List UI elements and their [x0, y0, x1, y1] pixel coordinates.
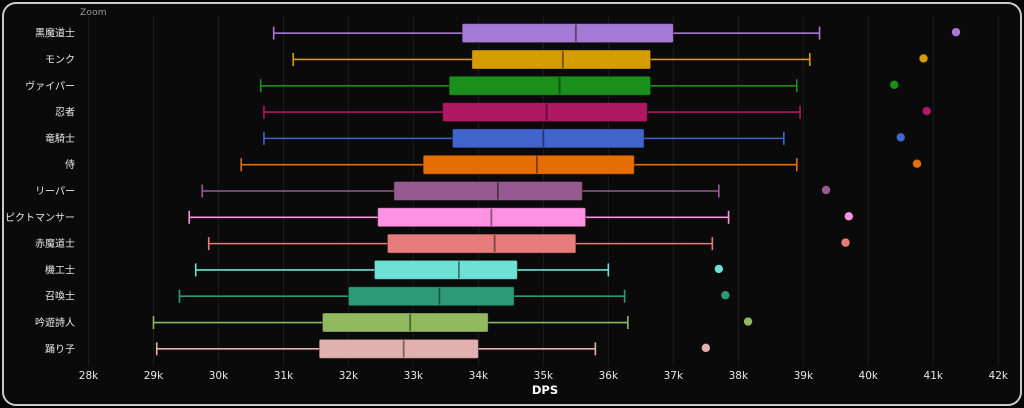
outlier-dot[interactable]	[912, 159, 922, 168]
job-label: 忍者	[55, 107, 75, 119]
outlier-dot[interactable]	[922, 106, 931, 116]
boxplot-row[interactable]: ヴァイパー	[25, 75, 899, 96]
iqr-box[interactable]	[422, 154, 635, 175]
boxplot-row[interactable]: 竜騎士	[45, 128, 905, 149]
boxplot-row[interactable]: モンク	[45, 49, 928, 70]
x-tick-label: 30k	[209, 370, 229, 382]
x-tick-label: 35k	[534, 370, 554, 382]
boxplot-row[interactable]: 忍者	[55, 102, 931, 123]
x-tick-label: 33k	[404, 370, 424, 382]
job-label: 竜騎士	[45, 132, 75, 145]
boxplot-row[interactable]: リーパー	[35, 181, 831, 201]
iqr-box[interactable]	[393, 181, 583, 201]
outlier-dot[interactable]	[844, 212, 853, 221]
x-tick-label: 36k	[599, 370, 619, 382]
boxplot-row[interactable]: 吟遊詩人	[35, 312, 753, 333]
outlier-dot[interactable]	[896, 133, 905, 142]
x-axis-title: DPS	[532, 383, 558, 397]
outlier-dot[interactable]	[714, 264, 724, 274]
boxplot-row[interactable]: 黒魔道士	[35, 23, 961, 44]
iqr-box[interactable]	[318, 338, 479, 359]
boxplot-row[interactable]: 機工士	[45, 259, 724, 280]
boxplot-row[interactable]: 踊り子	[45, 338, 711, 359]
zoom-label: Zoom	[80, 8, 107, 18]
iqr-box[interactable]	[373, 259, 518, 280]
dps-boxplot-chart[interactable]: 28k 29k 30k 31k 32k 33k 34k 35k 36k 37k 38k 39k 40k 4…	[4, 4, 1020, 404]
job-label: 機工士	[45, 263, 75, 276]
boxplot-row[interactable]: 侍	[65, 154, 922, 175]
outlier-dot[interactable]	[951, 27, 961, 37]
iqr-box[interactable]	[461, 23, 674, 44]
x-tick-label: 34k	[469, 370, 489, 382]
x-tick-label: 29k	[144, 370, 164, 382]
x-tick-label: 37k	[664, 370, 684, 382]
boxplot-row[interactable]: 召喚士	[45, 286, 730, 307]
outlier-dot[interactable]	[701, 343, 711, 353]
outlier-dot[interactable]	[890, 80, 899, 89]
x-tick-label: 40k	[859, 370, 879, 382]
outlier-dot[interactable]	[841, 238, 850, 247]
x-tick-label: 41k	[924, 370, 944, 382]
job-label: ピクトマンサー	[5, 212, 75, 224]
job-label: モンク	[45, 54, 75, 66]
outlier-dot[interactable]	[743, 317, 753, 326]
job-label: 赤魔道士	[35, 237, 75, 250]
boxplot-row[interactable]: 赤魔道士	[35, 233, 850, 254]
x-tick-label: 31k	[274, 370, 294, 382]
x-tick-label: 38k	[729, 370, 749, 382]
x-tick-label: 42k	[989, 370, 1009, 382]
job-label: ヴァイパー	[25, 79, 75, 92]
iqr-box[interactable]	[451, 128, 645, 149]
outlier-dot[interactable]	[721, 291, 730, 300]
job-label: 召喚士	[45, 290, 75, 303]
iqr-box[interactable]	[442, 102, 648, 123]
iqr-box[interactable]	[347, 286, 515, 307]
iqr-box[interactable]	[386, 233, 577, 254]
x-tick-label: 32k	[339, 370, 359, 382]
x-tick-label: 28k	[79, 370, 99, 382]
iqr-box[interactable]	[377, 207, 587, 228]
x-tick-label: 39k	[794, 370, 814, 382]
job-label: 侍	[65, 159, 75, 171]
iqr-box[interactable]	[321, 312, 489, 333]
outlier-dot[interactable]	[919, 54, 928, 63]
outlier-dot[interactable]	[821, 185, 831, 195]
job-label: リーパー	[35, 186, 75, 198]
iqr-box[interactable]	[471, 49, 652, 70]
job-label: 踊り子	[45, 343, 75, 355]
boxplot-row[interactable]: ピクトマンサー	[5, 207, 853, 228]
job-label: 黒魔道士	[35, 27, 75, 40]
job-label: 吟遊詩人	[35, 316, 75, 329]
iqr-box[interactable]	[448, 75, 652, 96]
